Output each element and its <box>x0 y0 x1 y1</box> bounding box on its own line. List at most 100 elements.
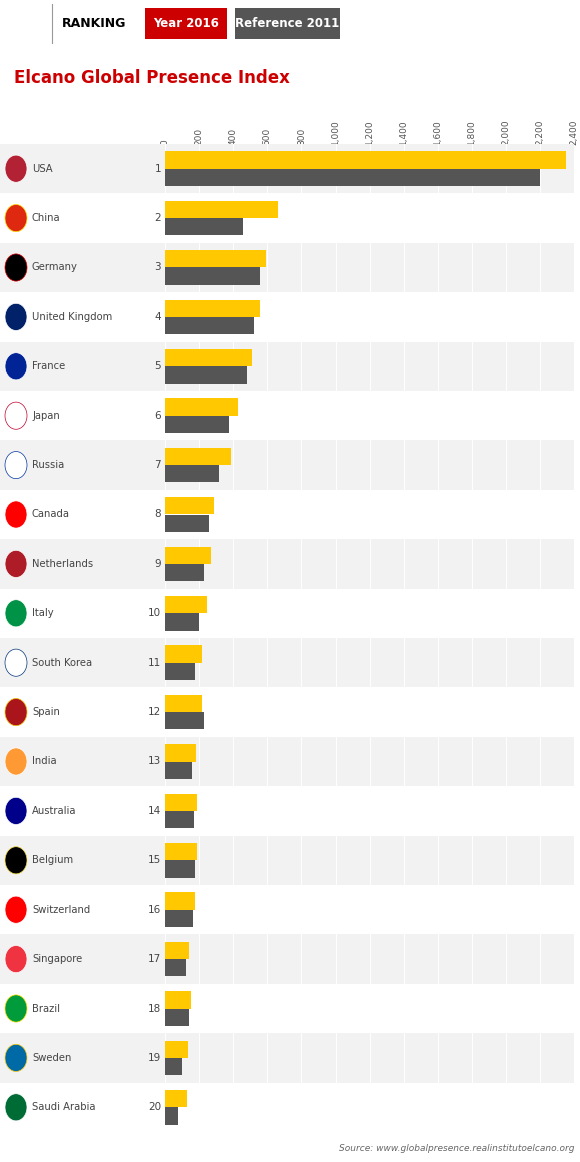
Text: Italy: Italy <box>32 608 53 618</box>
Bar <box>0 342 165 390</box>
Bar <box>0 885 165 934</box>
Bar <box>165 250 266 267</box>
Text: 1,600: 1,600 <box>433 119 443 145</box>
Bar <box>165 292 574 342</box>
Text: China: China <box>32 213 61 223</box>
Bar <box>165 497 215 515</box>
Bar <box>165 614 199 631</box>
Bar <box>0 193 165 243</box>
Text: 20: 20 <box>148 1103 161 1112</box>
Text: Canada: Canada <box>32 509 70 519</box>
Bar <box>165 201 278 218</box>
Text: 4: 4 <box>154 311 161 322</box>
Ellipse shape <box>5 1045 27 1071</box>
Ellipse shape <box>5 748 27 775</box>
Text: Year 2016: Year 2016 <box>153 17 219 30</box>
Text: Germany: Germany <box>32 263 78 273</box>
Bar <box>165 317 253 335</box>
Bar <box>0 490 165 539</box>
Bar <box>165 638 574 688</box>
Text: Brazil: Brazil <box>32 1004 60 1013</box>
Bar <box>165 267 260 285</box>
Bar <box>165 787 574 835</box>
Text: Japan: Japan <box>32 410 60 421</box>
Bar <box>0 1083 165 1132</box>
Text: 6: 6 <box>154 410 161 421</box>
Bar <box>165 546 211 564</box>
Text: Russia: Russia <box>32 460 64 471</box>
Text: 600: 600 <box>263 128 272 145</box>
Text: Australia: Australia <box>32 806 77 816</box>
Text: Saudi Arabia: Saudi Arabia <box>32 1103 96 1112</box>
Ellipse shape <box>5 155 27 182</box>
Ellipse shape <box>5 797 27 825</box>
Bar <box>165 243 574 292</box>
Bar <box>165 1057 182 1075</box>
Bar <box>165 1041 187 1057</box>
Ellipse shape <box>5 995 27 1023</box>
Bar <box>165 515 209 532</box>
Text: 14: 14 <box>148 806 161 816</box>
Text: Belgium: Belgium <box>32 855 73 866</box>
Bar <box>0 390 165 440</box>
Text: Spain: Spain <box>32 708 60 717</box>
Bar <box>165 366 247 383</box>
Text: 8: 8 <box>154 509 161 519</box>
Bar <box>165 218 244 236</box>
Bar <box>165 744 196 761</box>
Bar <box>235 8 340 40</box>
Bar <box>165 942 190 959</box>
Bar <box>0 688 165 737</box>
Text: RANKING: RANKING <box>62 17 126 30</box>
Bar <box>165 1090 187 1107</box>
Text: South Korea: South Korea <box>32 658 92 668</box>
Text: 1,200: 1,200 <box>365 120 374 145</box>
Ellipse shape <box>5 353 27 380</box>
Bar <box>165 349 252 366</box>
Bar <box>165 390 574 440</box>
Bar <box>165 564 204 581</box>
Text: Source: www.globalpresence.realinstitutoelcano.org: Source: www.globalpresence.realinstituto… <box>339 1145 574 1153</box>
Ellipse shape <box>5 303 27 330</box>
Bar <box>0 440 165 490</box>
Bar <box>0 737 165 787</box>
Ellipse shape <box>5 896 27 924</box>
Bar <box>0 638 165 688</box>
Bar <box>165 168 540 186</box>
Text: United Kingdom: United Kingdom <box>32 311 113 322</box>
Bar <box>165 144 574 193</box>
Text: USA: USA <box>32 164 53 173</box>
Text: 1,400: 1,400 <box>399 120 408 145</box>
Text: 2,400: 2,400 <box>570 120 579 145</box>
Ellipse shape <box>5 650 27 676</box>
Text: 200: 200 <box>195 128 204 145</box>
Bar <box>0 1033 165 1083</box>
Text: 400: 400 <box>229 128 238 145</box>
Text: Netherlands: Netherlands <box>32 559 93 569</box>
Text: 19: 19 <box>148 1053 161 1063</box>
Bar <box>165 910 193 927</box>
Bar <box>165 761 192 779</box>
Ellipse shape <box>5 600 27 626</box>
Text: 9: 9 <box>154 559 161 569</box>
Bar <box>165 1033 574 1083</box>
Bar <box>165 596 207 614</box>
Text: Switzerland: Switzerland <box>32 905 90 914</box>
Ellipse shape <box>5 698 27 726</box>
Ellipse shape <box>5 1093 27 1121</box>
Bar <box>165 440 574 490</box>
Bar <box>165 860 195 877</box>
Text: 10: 10 <box>148 608 161 618</box>
Bar <box>165 991 191 1009</box>
Text: 15: 15 <box>148 855 161 866</box>
Text: 7: 7 <box>154 460 161 471</box>
Bar <box>165 151 566 168</box>
Bar <box>165 984 574 1033</box>
Bar <box>165 300 260 317</box>
Text: 1: 1 <box>154 164 161 173</box>
Bar <box>165 447 231 465</box>
Text: 11: 11 <box>148 658 161 668</box>
Text: 0: 0 <box>161 139 169 145</box>
Text: 3: 3 <box>154 263 161 273</box>
Bar <box>165 662 195 680</box>
